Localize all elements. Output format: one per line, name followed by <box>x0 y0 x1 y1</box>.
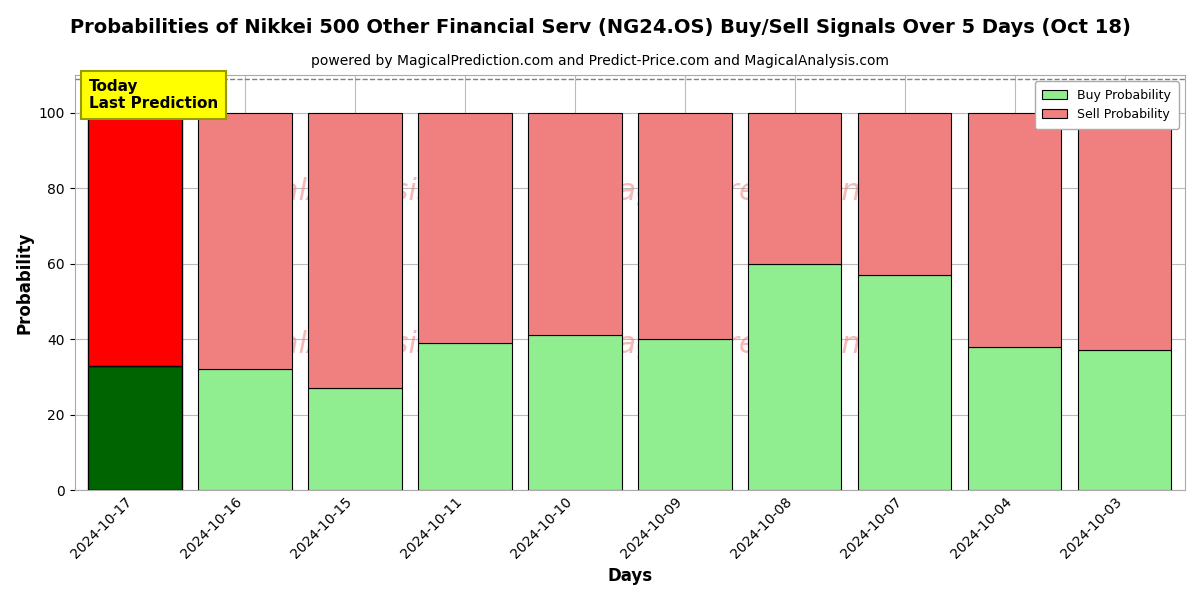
Bar <box>528 113 622 335</box>
Bar <box>638 339 732 490</box>
Bar <box>858 275 952 490</box>
Bar <box>638 113 732 339</box>
Bar <box>308 113 402 388</box>
X-axis label: Days: Days <box>607 567 653 585</box>
Bar <box>748 113 841 263</box>
Bar <box>198 113 292 369</box>
Bar <box>89 365 182 490</box>
Bar <box>1078 350 1171 490</box>
Text: calAnalysis.com: calAnalysis.com <box>263 330 508 359</box>
Bar <box>968 347 1061 490</box>
Bar <box>308 388 402 490</box>
Bar <box>748 263 841 490</box>
Text: powered by MagicalPrediction.com and Predict-Price.com and MagicalAnalysis.com: powered by MagicalPrediction.com and Pre… <box>311 54 889 68</box>
Text: MagicalPrediction.com: MagicalPrediction.com <box>590 177 935 206</box>
Bar <box>419 343 511 490</box>
Bar <box>528 335 622 490</box>
Legend: Buy Probability, Sell Probability: Buy Probability, Sell Probability <box>1034 81 1178 128</box>
Text: calAnalysis.com: calAnalysis.com <box>263 177 508 206</box>
Y-axis label: Probability: Probability <box>16 231 34 334</box>
Bar <box>1078 113 1171 350</box>
Bar <box>89 113 182 365</box>
Bar <box>198 369 292 490</box>
Bar <box>968 113 1061 347</box>
Bar <box>858 113 952 275</box>
Text: Probabilities of Nikkei 500 Other Financial Serv (NG24.OS) Buy/Sell Signals Over: Probabilities of Nikkei 500 Other Financ… <box>70 18 1130 37</box>
Text: MagicalPrediction.com: MagicalPrediction.com <box>590 330 935 359</box>
Bar <box>419 113 511 343</box>
Text: Today
Last Prediction: Today Last Prediction <box>89 79 218 111</box>
